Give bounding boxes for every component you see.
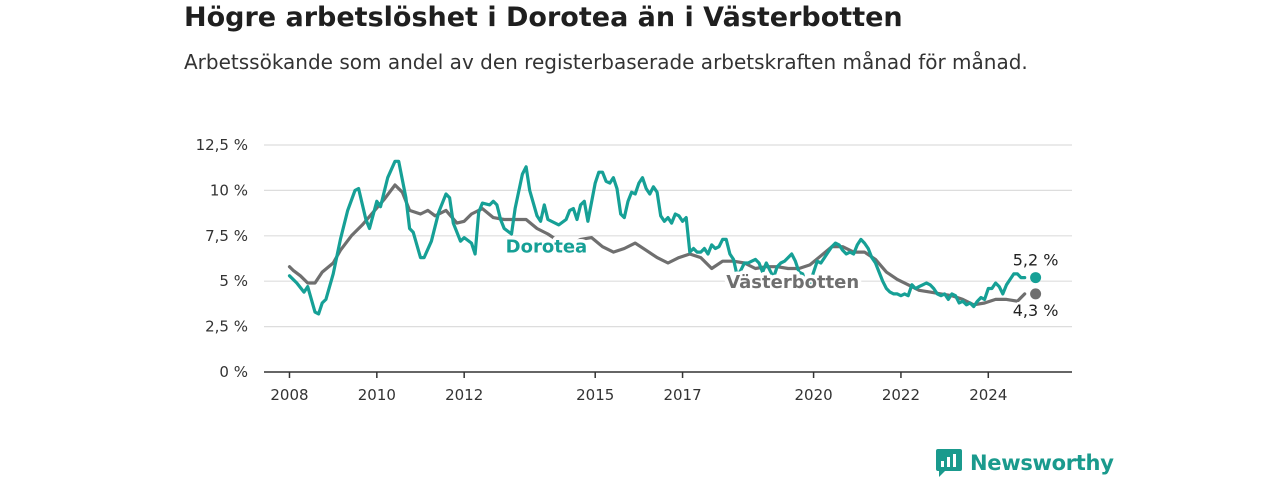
x-tick-label: 2017 <box>663 386 701 404</box>
y-tick-label: 0 % <box>219 363 248 381</box>
line-chart: 0 %2,5 %5 %7,5 %10 %12,5 % 2008 2010 2012 2… <box>196 136 1072 404</box>
x-tick-label: 2022 <box>882 386 920 404</box>
end-markers: 5,2 % 4,3 % <box>1010 248 1061 322</box>
x-ticks: 2008 2010 2012 2015 2017 2020 2022 2024 <box>270 372 1007 404</box>
series-lines <box>287 159 1027 316</box>
newsworthy-logo-icon <box>936 449 962 477</box>
y-tick-label: 5 % <box>219 272 248 290</box>
end-marker-dorotea <box>1030 272 1042 284</box>
x-tick-label: 2008 <box>270 386 308 404</box>
brand: Newsworthy <box>936 448 1114 478</box>
end-label-vasterbotten: 4,3 % <box>1013 301 1059 320</box>
series-label-dorotea: Dorotea <box>506 237 588 258</box>
y-tick-label: 7,5 % <box>205 227 248 245</box>
x-tick-label: 2020 <box>794 386 832 404</box>
series-label-vasterbotten: Västerbotten <box>726 272 859 293</box>
series-labels: Dorotea Västerbotten <box>502 233 863 296</box>
y-tick-label: 2,5 % <box>205 318 248 336</box>
y-tick-label: 10 % <box>210 181 248 199</box>
end-marker-vasterbotten <box>1030 288 1042 300</box>
x-tick-label: 2010 <box>358 386 396 404</box>
y-grid <box>264 144 1072 328</box>
end-label-dorotea: 5,2 % <box>1013 251 1059 270</box>
page-title: Högre arbetslöshet i Dorotea än i Väster… <box>184 2 903 33</box>
y-tick-labels: 0 % 2,5 % 5 % 7,5 % 10 % 12,5 % <box>196 136 248 381</box>
y-tick-label: 12,5 % <box>196 136 248 154</box>
series-line-vasterbotten <box>287 183 1027 307</box>
brand-name: Newsworthy <box>970 451 1114 475</box>
x-tick-label: 2024 <box>969 386 1007 404</box>
x-tick-label: 2015 <box>576 386 614 404</box>
series-line-dorotea <box>287 159 1027 316</box>
x-tick-label: 2012 <box>445 386 483 404</box>
page-subtitle: Arbetssökande som andel av den registerb… <box>184 50 1028 74</box>
